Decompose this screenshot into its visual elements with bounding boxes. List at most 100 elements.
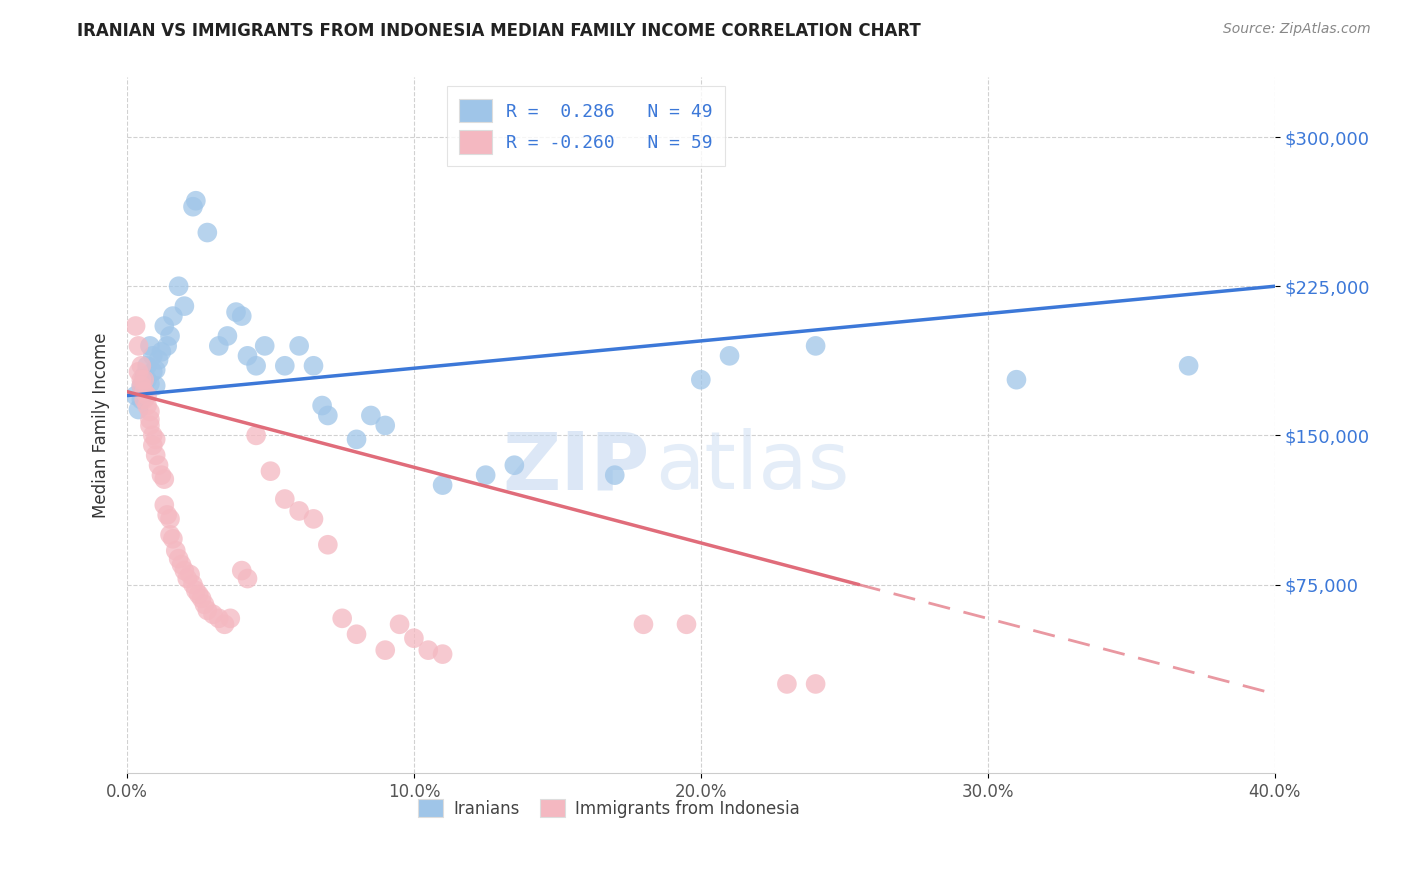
- Point: [165, 543, 187, 558]
- Point: [131, 373, 153, 387]
- Point: [804, 677, 827, 691]
- Point: [134, 384, 156, 399]
- Text: ZIP: ZIP: [502, 428, 650, 506]
- Text: IRANIAN VS IMMIGRANTS FROM INDONESIA MEDIAN FAMILY INCOME CORRELATION CHART: IRANIAN VS IMMIGRANTS FROM INDONESIA MED…: [77, 22, 921, 40]
- Point: [311, 399, 333, 413]
- Point: [245, 359, 267, 373]
- Point: [156, 339, 179, 353]
- Point: [153, 472, 176, 486]
- Point: [139, 376, 162, 391]
- Point: [127, 402, 149, 417]
- Point: [231, 309, 253, 323]
- Point: [184, 194, 207, 208]
- Point: [231, 564, 253, 578]
- Point: [167, 279, 190, 293]
- Text: atlas: atlas: [655, 428, 849, 506]
- Point: [187, 587, 209, 601]
- Point: [184, 583, 207, 598]
- Point: [208, 339, 231, 353]
- Point: [346, 433, 368, 447]
- Point: [225, 305, 247, 319]
- Point: [603, 468, 626, 483]
- Point: [173, 299, 195, 313]
- Point: [159, 512, 181, 526]
- Point: [162, 532, 184, 546]
- Point: [236, 349, 259, 363]
- Point: [131, 392, 153, 407]
- Point: [142, 349, 165, 363]
- Point: [173, 564, 195, 578]
- Point: [804, 339, 827, 353]
- Point: [127, 365, 149, 379]
- Point: [124, 318, 146, 333]
- Point: [346, 627, 368, 641]
- Point: [288, 504, 311, 518]
- Point: [1005, 373, 1028, 387]
- Point: [675, 617, 697, 632]
- Point: [253, 339, 276, 353]
- Point: [718, 349, 741, 363]
- Point: [360, 409, 382, 423]
- Point: [402, 631, 425, 645]
- Point: [145, 363, 167, 377]
- Point: [236, 572, 259, 586]
- Point: [181, 200, 204, 214]
- Point: [131, 378, 153, 392]
- Point: [208, 611, 231, 625]
- Point: [193, 598, 215, 612]
- Point: [330, 611, 353, 625]
- Legend: Iranians, Immigrants from Indonesia: Iranians, Immigrants from Indonesia: [412, 792, 806, 824]
- Point: [136, 359, 159, 373]
- Point: [153, 498, 176, 512]
- Point: [474, 468, 496, 483]
- Point: [302, 359, 325, 373]
- Point: [214, 617, 236, 632]
- Point: [159, 329, 181, 343]
- Point: [131, 359, 153, 373]
- Point: [503, 458, 526, 473]
- Point: [245, 428, 267, 442]
- Point: [1177, 359, 1199, 373]
- Y-axis label: Median Family Income: Median Family Income: [93, 333, 110, 518]
- Point: [176, 572, 198, 586]
- Point: [418, 643, 440, 657]
- Point: [374, 643, 396, 657]
- Point: [374, 418, 396, 433]
- Point: [134, 384, 156, 399]
- Point: [388, 617, 411, 632]
- Point: [432, 647, 454, 661]
- Point: [316, 538, 339, 552]
- Point: [124, 389, 146, 403]
- Point: [136, 389, 159, 403]
- Point: [136, 373, 159, 387]
- Point: [150, 468, 173, 483]
- Point: [139, 418, 162, 433]
- Point: [134, 368, 156, 383]
- Point: [134, 392, 156, 407]
- Point: [148, 352, 170, 367]
- Point: [633, 617, 655, 632]
- Point: [148, 458, 170, 473]
- Point: [217, 329, 239, 343]
- Point: [131, 378, 153, 392]
- Point: [181, 577, 204, 591]
- Point: [190, 591, 212, 606]
- Point: [136, 399, 159, 413]
- Point: [145, 433, 167, 447]
- Point: [150, 344, 173, 359]
- Point: [202, 607, 225, 622]
- Point: [689, 373, 711, 387]
- Point: [219, 611, 242, 625]
- Point: [195, 603, 218, 617]
- Point: [259, 464, 281, 478]
- Point: [153, 318, 176, 333]
- Point: [162, 309, 184, 323]
- Point: [142, 438, 165, 452]
- Point: [127, 339, 149, 353]
- Point: [170, 558, 193, 572]
- Point: [139, 412, 162, 426]
- Point: [195, 226, 218, 240]
- Point: [179, 567, 201, 582]
- Point: [142, 365, 165, 379]
- Point: [288, 339, 311, 353]
